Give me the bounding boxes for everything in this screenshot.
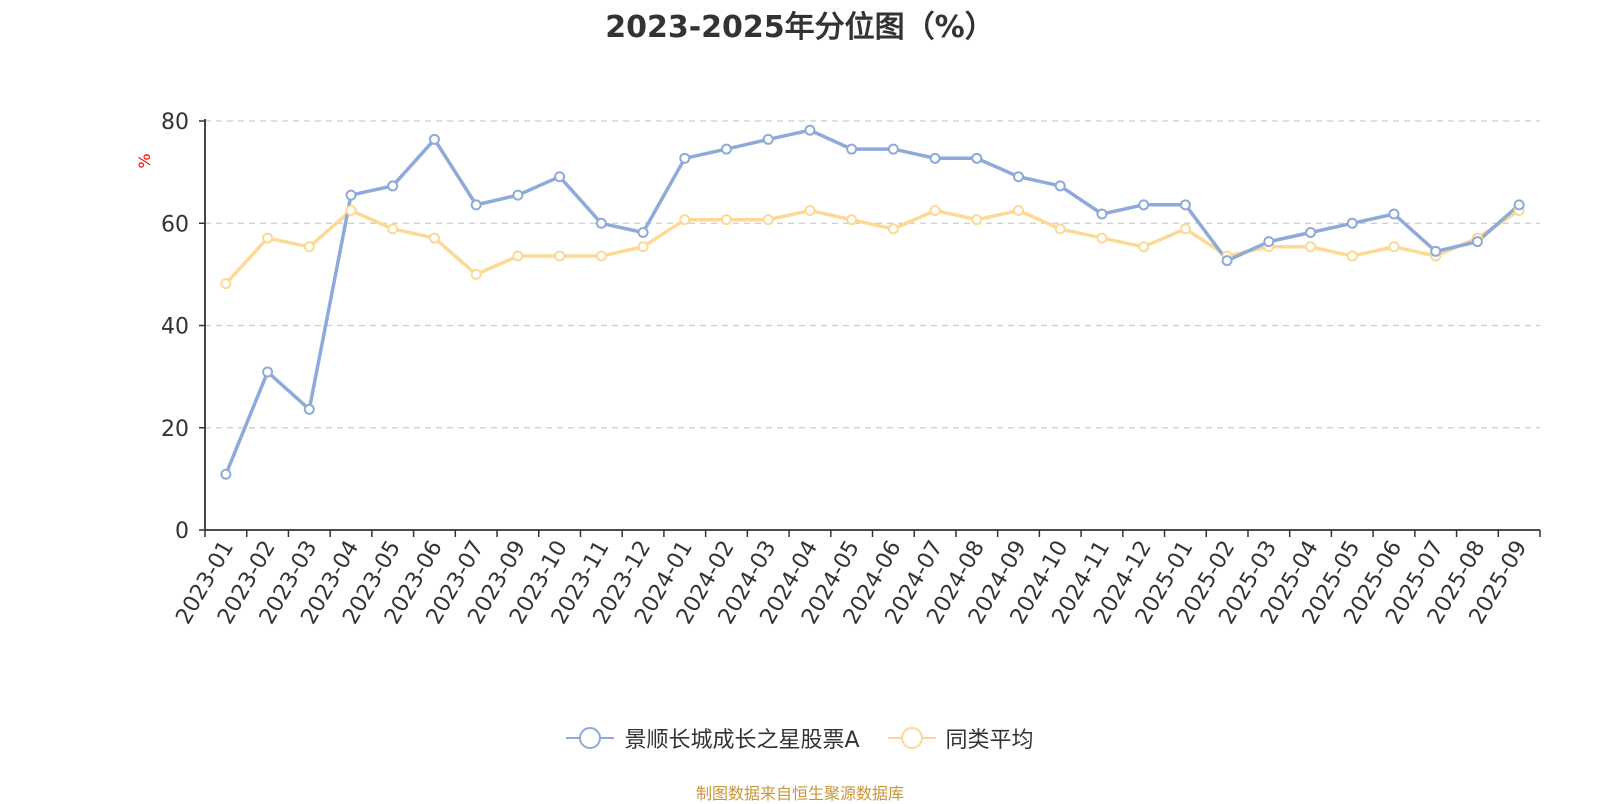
data-point-0	[1013, 171, 1025, 183]
data-point-1	[762, 214, 774, 226]
data-point-1	[1346, 250, 1358, 262]
y-tick-label: 20	[161, 417, 189, 442]
data-point-1	[1013, 204, 1025, 216]
data-point-1	[428, 232, 440, 244]
y-axis-label: %	[135, 153, 154, 168]
data-point-1	[971, 214, 983, 226]
data-point-0	[887, 143, 899, 155]
data-point-0	[720, 143, 732, 155]
series-line-1	[224, 208, 1521, 285]
data-point-0	[428, 133, 440, 145]
data-point-1	[303, 241, 315, 253]
data-point-1	[1305, 241, 1317, 253]
data-point-1	[470, 268, 482, 280]
data-point-0	[929, 152, 941, 164]
data-point-0	[637, 226, 649, 238]
data-point-1	[554, 250, 566, 262]
legend-item-fund[interactable]: 景顺长城成长之星股票A	[566, 722, 860, 754]
data-point-0	[1430, 245, 1442, 257]
legend-label-peer-average: 同类平均	[945, 728, 1034, 753]
data-point-1	[345, 204, 357, 216]
data-point-1	[512, 250, 524, 262]
data-point-0	[345, 189, 357, 201]
data-point-0	[1346, 217, 1358, 229]
data-point-1	[720, 214, 732, 226]
data-point-1	[804, 204, 816, 216]
data-point-1	[637, 241, 649, 253]
data-point-0	[971, 152, 983, 164]
data-point-0	[679, 152, 691, 164]
data-point-1	[387, 223, 399, 235]
series-lines	[220, 124, 1525, 480]
y-tick-label: 60	[161, 212, 189, 237]
data-point-1	[262, 232, 274, 244]
data-point-0	[595, 217, 607, 229]
y-tick-label: 80	[161, 110, 189, 135]
data-point-0	[1054, 180, 1066, 192]
data-point-0	[762, 133, 774, 145]
data-point-0	[804, 124, 816, 136]
data-point-1	[846, 214, 858, 226]
data-point-0	[1096, 208, 1108, 220]
data-point-1	[1138, 241, 1150, 253]
legend-marker-peer-average	[887, 726, 936, 750]
axes: 020406080%2023-012023-022023-032023-0420…	[135, 110, 1541, 629]
data-point-1	[679, 214, 691, 226]
data-point-1	[929, 204, 941, 216]
data-point-0	[1513, 199, 1525, 211]
y-tick-label: 0	[175, 519, 189, 544]
data-point-1	[1179, 223, 1191, 235]
data-point-0	[1221, 255, 1233, 267]
series-line-0	[224, 128, 1521, 475]
data-point-0	[512, 189, 524, 201]
legend-item-peer-average[interactable]: 同类平均	[887, 722, 1034, 754]
data-point-1	[595, 250, 607, 262]
data-point-0	[220, 468, 232, 480]
y-tick-label: 40	[161, 315, 189, 340]
legend-label-fund: 景顺长城成长之星股票A	[624, 728, 860, 753]
data-point-0	[1179, 199, 1191, 211]
data-point-1	[220, 278, 232, 290]
data-point-0	[303, 403, 315, 415]
data-point-0	[262, 366, 274, 378]
data-point-1	[1388, 241, 1400, 253]
chart-title: 2023-2025年分位图（%）	[605, 10, 995, 45]
data-point-0	[387, 180, 399, 192]
data-point-1	[1096, 232, 1108, 244]
legend-marker-fund	[566, 726, 615, 750]
data-point-0	[846, 143, 858, 155]
data-point-0	[1471, 236, 1483, 248]
data-point-0	[1388, 208, 1400, 220]
data-source-note: 制图数据来自恒生聚源数据库	[695, 784, 904, 803]
data-point-1	[887, 223, 899, 235]
data-point-1	[1054, 223, 1066, 235]
data-point-0	[470, 199, 482, 211]
gridlines	[205, 120, 1540, 429]
data-point-0	[1263, 236, 1275, 248]
data-point-0	[1305, 226, 1317, 238]
legend: 景顺长城成长之星股票A 同类平均	[0, 722, 1600, 754]
data-point-0	[1138, 199, 1150, 211]
data-point-0	[554, 171, 566, 183]
